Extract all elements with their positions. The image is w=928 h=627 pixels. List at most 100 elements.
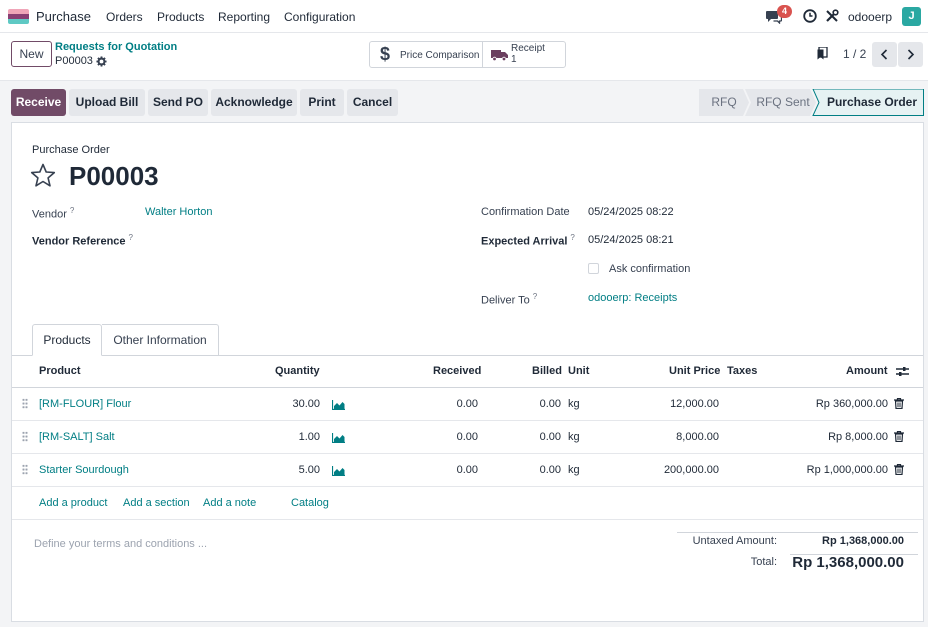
expected-arrival-label: Expected Arrival? — [481, 233, 575, 248]
untaxed-amount-label: Untaxed Amount: — [692, 535, 777, 547]
bookmark-icon[interactable] — [817, 46, 828, 63]
forecast-chart-icon[interactable] — [331, 432, 345, 446]
app-name[interactable]: Purchase — [36, 9, 91, 24]
deliver-to-field[interactable]: odooerp: Receipts — [588, 292, 678, 304]
row-unit-price[interactable]: 8,000.00 — [676, 431, 719, 443]
drag-handle-icon[interactable] — [22, 431, 28, 442]
col-quantity[interactable]: Quantity — [275, 365, 320, 377]
dollar-icon: $ — [380, 44, 391, 64]
purchase-app-icon[interactable] — [8, 9, 29, 24]
notebook-tabs: Products Other Information — [12, 324, 923, 356]
menu-products[interactable]: Products — [157, 10, 205, 24]
pager-next-button[interactable] — [898, 42, 923, 67]
acknowledge-button[interactable]: Acknowledge — [211, 89, 297, 116]
document-type: Purchase Order — [32, 144, 110, 156]
col-product[interactable]: Product — [39, 365, 81, 377]
receipt-label: Receipt — [511, 43, 545, 54]
stage-purchase-order[interactable]: Purchase Order — [826, 95, 918, 109]
stage-rfq[interactable]: RFQ — [711, 95, 737, 109]
price-comparison-button[interactable]: $ Price Comparison — [370, 42, 483, 67]
activity-clock-icon[interactable] — [803, 9, 817, 26]
deliver-to-help[interactable]: ? — [532, 292, 538, 301]
trash-icon[interactable] — [894, 463, 904, 478]
menu-reporting[interactable]: Reporting — [218, 10, 271, 24]
vendor-help[interactable]: ? — [69, 206, 75, 215]
pager-value[interactable]: 1 / 2 — [843, 47, 867, 61]
row-quantity[interactable]: 1.00 — [298, 431, 320, 443]
debug-tools-icon[interactable] — [825, 9, 839, 26]
col-billed[interactable]: Billed — [532, 365, 562, 377]
breadcrumb-current: P00003 — [55, 55, 93, 67]
price-comparison-label: Price Comparison — [400, 50, 480, 61]
row-unit[interactable]: kg — [568, 398, 580, 410]
add-note-link[interactable]: Add a note — [203, 497, 257, 509]
database-name[interactable]: odooerp — [848, 10, 893, 24]
col-taxes[interactable]: Taxes — [727, 365, 758, 377]
table-row[interactable]: [RM-SALT] Salt 1.00 0.00 0.00 kg 8,000.0… — [12, 421, 923, 454]
row-unit[interactable]: kg — [568, 464, 580, 476]
user-avatar[interactable]: J — [902, 7, 921, 26]
receive-button[interactable]: Receive — [11, 89, 66, 116]
pager-previous-button[interactable] — [872, 42, 897, 67]
gear-icon[interactable] — [96, 56, 107, 70]
row-unit[interactable]: kg — [568, 431, 580, 443]
drag-handle-icon[interactable] — [22, 398, 28, 409]
row-billed: 0.00 — [539, 464, 561, 476]
trash-icon[interactable] — [894, 397, 904, 412]
catalog-link[interactable]: Catalog — [291, 497, 329, 509]
menu-configuration[interactable]: Configuration — [284, 10, 356, 24]
total-value: Rp 1,368,000.00 — [792, 554, 904, 571]
status-bar-shape — [699, 89, 924, 116]
table-header: Product Quantity Received Billed Unit Un… — [12, 356, 923, 388]
vendor-reference-help[interactable]: ? — [128, 233, 133, 242]
ask-confirmation-label[interactable]: Ask confirmation — [609, 263, 691, 275]
truck-icon — [491, 49, 508, 64]
row-received: 0.00 — [456, 398, 478, 410]
star-icon[interactable] — [30, 163, 56, 191]
upload-bill-button[interactable]: Upload Bill — [69, 89, 145, 116]
row-amount: Rp 1,000,000.00 — [806, 464, 888, 476]
trash-icon[interactable] — [894, 430, 904, 445]
tab-other-information[interactable]: Other Information — [102, 324, 219, 356]
col-unit[interactable]: Unit — [568, 365, 590, 377]
forecast-chart-icon[interactable] — [331, 465, 345, 479]
total-divider — [790, 554, 918, 555]
control-panel: New Requests for Quotation P00003 $ Pric… — [0, 33, 928, 81]
totals-divider — [677, 532, 918, 533]
ask-confirmation-checkbox[interactable] — [588, 263, 599, 274]
terms-and-conditions-input[interactable]: Define your terms and conditions ... — [34, 538, 208, 550]
row-unit-price[interactable]: 200,000.00 — [663, 464, 719, 476]
expected-arrival-help[interactable]: ? — [570, 233, 575, 242]
add-section-link[interactable]: Add a section — [123, 497, 190, 509]
confirmation-date-field[interactable]: 05/24/2025 08:22 — [588, 206, 674, 218]
print-button[interactable]: Print — [300, 89, 344, 116]
smart-buttons: $ Price Comparison Receipt 1 — [369, 41, 566, 68]
vendor-field[interactable]: Walter Horton — [145, 206, 213, 218]
add-product-link[interactable]: Add a product — [39, 497, 108, 509]
stage-rfq-sent[interactable]: RFQ Sent — [756, 95, 810, 109]
row-quantity[interactable]: 5.00 — [298, 464, 320, 476]
row-product[interactable]: [RM-SALT] Salt — [39, 431, 115, 443]
send-po-button[interactable]: Send PO — [148, 89, 208, 116]
menu-orders[interactable]: Orders — [106, 10, 143, 24]
breadcrumb-rfq[interactable]: Requests for Quotation — [55, 41, 178, 53]
table-row[interactable]: [RM-FLOUR] Flour 30.00 0.00 0.00 kg 12,0… — [12, 388, 923, 421]
receipt-button[interactable]: Receipt 1 — [483, 42, 565, 67]
row-quantity[interactable]: 30.00 — [292, 398, 320, 410]
col-unit-price[interactable]: Unit Price — [669, 365, 721, 377]
drag-handle-icon[interactable] — [22, 464, 28, 475]
row-unit-price[interactable]: 12,000.00 — [670, 398, 719, 410]
optional-columns-icon[interactable] — [896, 366, 909, 380]
document-name: P00003 — [69, 161, 159, 191]
row-product[interactable]: Starter Sourdough — [39, 464, 129, 476]
col-amount[interactable]: Amount — [846, 365, 888, 377]
table-row[interactable]: Starter Sourdough 5.00 0.00 0.00 kg 200,… — [12, 454, 923, 487]
new-button[interactable]: New — [11, 41, 52, 67]
tab-products[interactable]: Products — [32, 324, 102, 356]
expected-arrival-field[interactable]: 05/24/2025 08:21 — [588, 234, 674, 246]
forecast-chart-icon[interactable] — [331, 399, 345, 413]
cancel-button[interactable]: Cancel — [347, 89, 398, 116]
chevron-left-icon — [880, 49, 888, 60]
row-product[interactable]: [RM-FLOUR] Flour — [39, 398, 132, 410]
col-received[interactable]: Received — [433, 365, 482, 377]
